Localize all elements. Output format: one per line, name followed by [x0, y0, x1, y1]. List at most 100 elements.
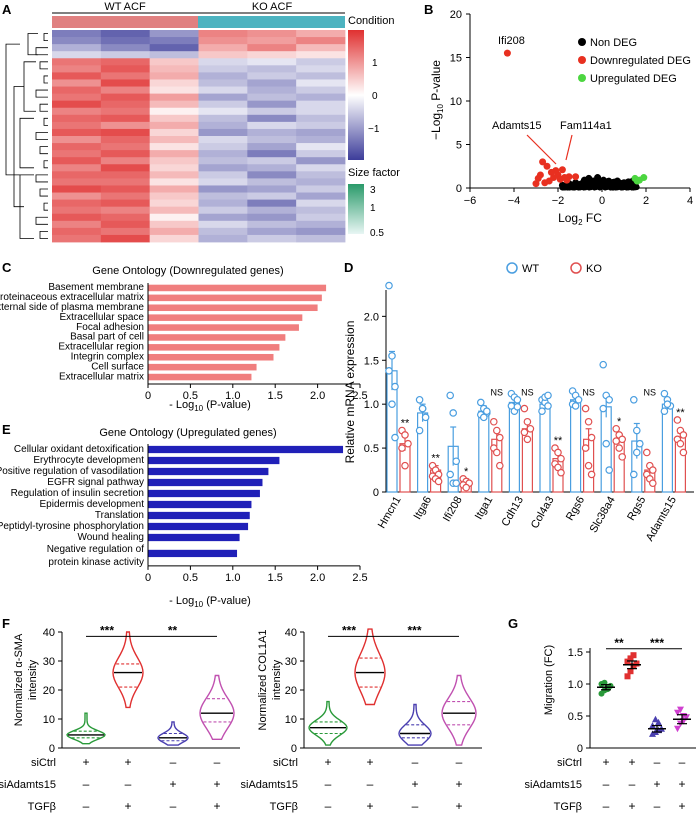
- d-point: [391, 382, 399, 391]
- heatmap-cell: [52, 143, 102, 151]
- d-point: [385, 366, 393, 375]
- heatmap-cell: [247, 185, 297, 193]
- heatmap-cell: [296, 107, 346, 116]
- d-bar: [417, 412, 429, 493]
- g-point: [627, 655, 634, 662]
- treatment-cell: +: [366, 755, 373, 769]
- heatmap-cell: [52, 227, 102, 236]
- volcano-xlabel: Log2 FC: [558, 211, 602, 227]
- heatmap-cell: [100, 213, 151, 222]
- panel-g: G 00.51.01.5** *** Migration (FC): [508, 616, 696, 755]
- heatmap-cell: [100, 185, 151, 193]
- go-bar: [148, 511, 250, 520]
- size-tick: 1: [370, 203, 376, 214]
- panel-e-xlabel: - Log10 (P-value): [169, 595, 251, 609]
- heatmap-cell: [100, 128, 151, 137]
- d-bar: [539, 403, 551, 493]
- d-point: [513, 403, 522, 411]
- go-category-label: Cell surface: [91, 361, 144, 372]
- treatment-row-label: siAdamts15: [0, 779, 56, 791]
- treatment-table-f-left: siCtrl + + – – siAdamts15 – – + + TGFβ – + – +: [0, 755, 221, 813]
- heatmap-cell: [52, 114, 102, 123]
- heatmap-cell: [100, 192, 151, 200]
- heatmap-cell: [52, 234, 102, 243]
- heatmap-cell: [296, 206, 346, 215]
- dendrogram-link: [43, 160, 48, 169]
- heatmap-cell: [100, 65, 151, 73]
- heatmap-cell: [296, 51, 346, 59]
- dendrogram-link: [19, 117, 34, 169]
- go-bar: [148, 353, 274, 361]
- heatmap-cell: [296, 114, 346, 123]
- heatmap-cell: [149, 199, 199, 208]
- heatmap-cell: [149, 164, 199, 172]
- volcano-ylabel: −Log10 P-value: [429, 60, 445, 140]
- treatment-cell: +: [678, 777, 685, 791]
- treatment-cell: –: [654, 755, 661, 769]
- heatmap-cell: [149, 206, 199, 215]
- d-point: [538, 407, 546, 416]
- treatment-cell: –: [367, 777, 374, 791]
- d-ytick-label: 0.5: [364, 443, 379, 455]
- heatmap-cell: [198, 79, 248, 87]
- heatmap-cell: [296, 192, 346, 200]
- treatment-cell: +: [124, 799, 131, 813]
- d-bar: [508, 401, 520, 493]
- treatment-cell: –: [603, 799, 610, 813]
- f-violin-shape: [441, 674, 477, 746]
- adamts15-pointer: [526, 134, 557, 165]
- go-xtick-label: 1.0: [225, 390, 240, 402]
- d-category-label: Rgs6: [564, 495, 587, 523]
- dendrogram-link: [43, 117, 48, 126]
- label-fam114a1: Fam114a1: [560, 120, 612, 132]
- treatment-cell: –: [83, 777, 90, 791]
- d-point: [554, 448, 562, 457]
- heatmap-cell: [52, 192, 102, 200]
- volcano-ytick-label: 15: [450, 53, 462, 65]
- heatmap-cell: [149, 65, 199, 73]
- heatmap-cell: [52, 58, 102, 66]
- heatmap-cell: [247, 157, 297, 165]
- heatmap-cell: [52, 150, 102, 158]
- heatmap-cell: [149, 79, 199, 87]
- volcano-ytick-label: 5: [456, 140, 462, 152]
- go-up-chart: Cellular oxidant detoxificationErythrocy…: [0, 444, 368, 584]
- d-point: [526, 424, 535, 433]
- heatmap-cell: [296, 93, 346, 102]
- legend-non-deg: Non DEG: [590, 37, 637, 49]
- f-ytick-label: 30: [43, 656, 55, 668]
- heatmap-cell: [198, 150, 248, 158]
- fam114a1-pointer: [565, 134, 573, 161]
- d-point: [599, 404, 608, 413]
- heatmap-cell: [100, 164, 151, 172]
- heatmap-cell: [149, 128, 199, 137]
- d-significance-label: NS: [644, 387, 657, 397]
- heatmap-cell: [296, 136, 346, 144]
- panel-c-title: Gene Ontology (Downregulated genes): [92, 265, 283, 277]
- volcano-point: [596, 178, 604, 186]
- go-category-label: Integrin complex: [71, 352, 144, 363]
- go-bar: [148, 456, 280, 465]
- d-significance-label: **: [676, 407, 685, 419]
- heatmap-cell: [247, 206, 297, 215]
- go-bar: [148, 363, 257, 371]
- treatment-cell: –: [679, 755, 686, 769]
- g-point: [633, 660, 640, 667]
- heatmap-cell: [149, 213, 199, 222]
- g-point: [674, 709, 681, 717]
- d-point: [629, 395, 638, 404]
- dendrogram-link: [43, 33, 48, 41]
- heatmap-cell: [149, 30, 199, 38]
- d-significance-label: **: [401, 418, 410, 430]
- d-point: [523, 435, 532, 444]
- d-bar: [478, 410, 490, 493]
- go-bar: [148, 549, 238, 558]
- heatmap-cell: [52, 79, 102, 87]
- heatmap-cell: [247, 192, 297, 200]
- treatment-cell: +: [411, 777, 418, 791]
- heatmap-cell: [247, 227, 297, 236]
- go-bar: [148, 500, 252, 509]
- size-tick: 3: [370, 185, 376, 196]
- heatmap-cell: [296, 164, 346, 172]
- panel-a-letter: A: [2, 2, 12, 17]
